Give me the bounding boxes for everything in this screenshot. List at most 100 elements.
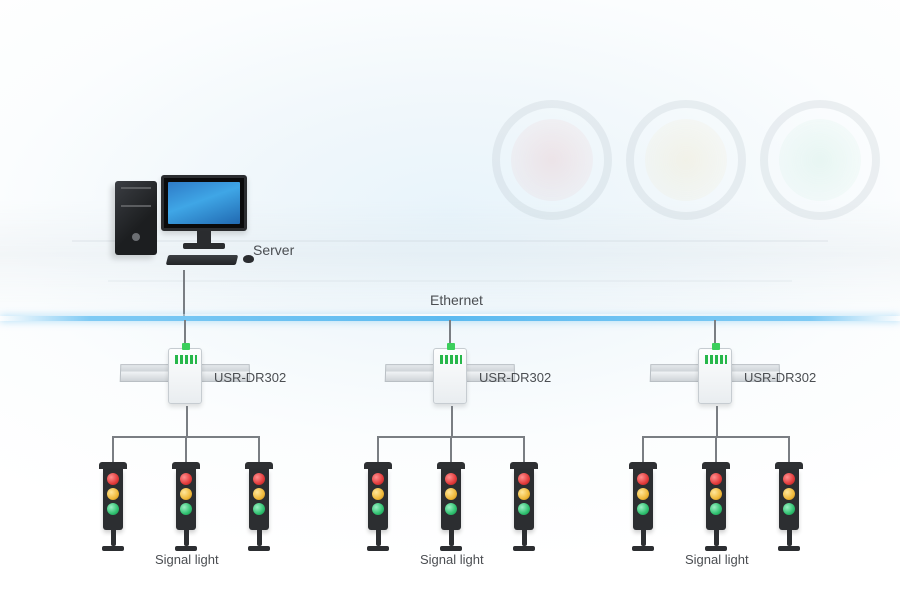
traffic-light-base	[440, 546, 462, 551]
traffic-light-icon	[510, 462, 538, 551]
lamp-green-icon	[445, 503, 457, 515]
traffic-light-base	[632, 546, 654, 551]
server-node	[115, 175, 255, 270]
traffic-light-pole	[787, 528, 792, 546]
lamp-green-icon	[783, 503, 795, 515]
lamp-red-icon	[107, 473, 119, 485]
lamp-green-icon	[107, 503, 119, 515]
traffic-light-cap	[364, 462, 392, 469]
pc-monitor-base	[183, 243, 225, 249]
traffic-light-pole	[522, 528, 527, 546]
traffic-light-pole	[376, 528, 381, 546]
device-to-tbus-link	[186, 406, 188, 436]
traffic-light-icon	[702, 462, 730, 551]
traffic-light-base	[102, 546, 124, 551]
tbus-vertical	[450, 436, 452, 462]
lamp-red-icon	[372, 473, 384, 485]
traffic-light-base	[513, 546, 535, 551]
traffic-light-pole	[449, 528, 454, 546]
traffic-light-base	[778, 546, 800, 551]
traffic-light-body	[633, 469, 653, 530]
pc-monitor-icon	[161, 175, 247, 231]
signal-light-label: Signal light	[155, 552, 219, 567]
lamp-green-icon	[518, 503, 530, 515]
tbus-vertical	[185, 436, 187, 462]
lamp-red-icon	[180, 473, 192, 485]
tbus-vertical	[523, 436, 525, 462]
traffic-light-body	[706, 469, 726, 530]
device-to-tbus-link	[451, 406, 453, 436]
tbus-vertical	[112, 436, 114, 462]
ethernet-label: Ethernet	[430, 292, 483, 308]
traffic-light-body	[441, 469, 461, 530]
traffic-light-cap	[629, 462, 657, 469]
lamp-yellow-icon	[445, 488, 457, 500]
pc-keyboard-icon	[166, 255, 238, 265]
server-label: Server	[253, 242, 294, 258]
server-ethernet-drop	[183, 270, 185, 316]
traffic-light-body	[103, 469, 123, 530]
traffic-light-cap	[510, 462, 538, 469]
lamp-green-icon	[253, 503, 265, 515]
signal-light-label: Signal light	[685, 552, 749, 567]
traffic-light-pole	[257, 528, 262, 546]
lamp-red-icon	[637, 473, 649, 485]
lamp-red-icon	[518, 473, 530, 485]
device-to-tbus-link	[716, 406, 718, 436]
device-label: USR-DR302	[479, 370, 551, 385]
traffic-light-base	[367, 546, 389, 551]
lamp-red-icon	[710, 473, 722, 485]
lamp-red-icon	[253, 473, 265, 485]
lamp-green-icon	[372, 503, 384, 515]
lamp-yellow-icon	[372, 488, 384, 500]
tbus-vertical	[642, 436, 644, 462]
bg-light-yellow-icon	[626, 100, 746, 220]
device-label: USR-DR302	[744, 370, 816, 385]
traffic-light-pole	[641, 528, 646, 546]
lamp-red-icon	[445, 473, 457, 485]
traffic-light-body	[779, 469, 799, 530]
lamp-yellow-icon	[518, 488, 530, 500]
tbus-vertical	[788, 436, 790, 462]
device-module-icon	[698, 348, 732, 404]
traffic-light-cap	[245, 462, 273, 469]
lamp-yellow-icon	[783, 488, 795, 500]
lamp-yellow-icon	[637, 488, 649, 500]
traffic-light-icon	[437, 462, 465, 551]
traffic-light-icon	[364, 462, 392, 551]
lamp-yellow-icon	[710, 488, 722, 500]
traffic-light-body	[514, 469, 534, 530]
bg-light-red-icon	[492, 100, 612, 220]
traffic-light-base	[705, 546, 727, 551]
lamp-red-icon	[783, 473, 795, 485]
traffic-light-body	[368, 469, 388, 530]
lamp-yellow-icon	[180, 488, 192, 500]
signal-light-label: Signal light	[420, 552, 484, 567]
traffic-light-icon	[775, 462, 803, 551]
tbus-vertical	[377, 436, 379, 462]
traffic-light-icon	[629, 462, 657, 551]
device-module-icon	[168, 348, 202, 404]
pc-tower-icon	[115, 181, 157, 255]
background-traffic-lights	[492, 100, 880, 220]
device-label: USR-DR302	[214, 370, 286, 385]
lamp-yellow-icon	[107, 488, 119, 500]
lamp-yellow-icon	[253, 488, 265, 500]
traffic-light-icon	[172, 462, 200, 551]
tbus-vertical	[258, 436, 260, 462]
traffic-light-pole	[111, 528, 116, 546]
traffic-light-cap	[99, 462, 127, 469]
traffic-light-body	[249, 469, 269, 530]
traffic-light-body	[176, 469, 196, 530]
traffic-light-icon	[245, 462, 273, 551]
lamp-green-icon	[637, 503, 649, 515]
traffic-light-cap	[437, 462, 465, 469]
tbus-vertical	[715, 436, 717, 462]
traffic-light-base	[248, 546, 270, 551]
traffic-light-cap	[172, 462, 200, 469]
bg-light-green-icon	[760, 100, 880, 220]
traffic-light-cap	[702, 462, 730, 469]
lamp-green-icon	[710, 503, 722, 515]
traffic-light-cap	[775, 462, 803, 469]
device-module-icon	[433, 348, 467, 404]
